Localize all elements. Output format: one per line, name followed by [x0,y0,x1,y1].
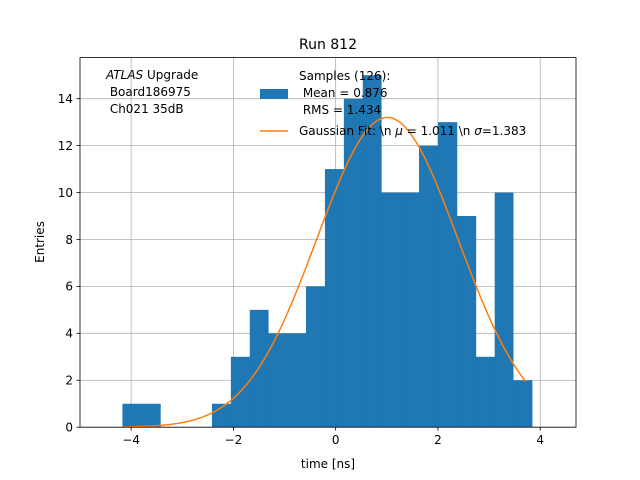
legend-samples-swatch [260,89,288,99]
histogram-bar [343,98,364,428]
histogram-bar [494,192,514,428]
x-tick-label: −4 [122,433,140,447]
legend-fit-sigma-symbol: σ [474,124,482,138]
x-axis-ticks: −4 −2 0 2 4 [122,427,544,447]
histogram-bar [456,216,477,428]
legend-samples-line-2: Mean = 0.876 [299,86,388,100]
histogram-bar [400,192,420,428]
y-tick-label: 0 [65,421,73,435]
legend-fit-mu-symbol: μ [394,124,403,138]
histogram-bar [268,333,307,428]
atlas-annotation-line-1: ATLAS Upgrade [105,68,198,82]
histogram-bar [324,169,345,428]
axes-frame [79,57,577,428]
histogram-bar [419,145,439,428]
histogram-bar [475,356,496,428]
x-tick-label: 0 [332,433,340,447]
y-tick-label: 12 [58,139,73,153]
atlas-annotation-line-2: Board186975 [106,85,191,99]
legend: Samples (126): Mean = 0.876 RMS = 1.434 … [260,69,526,138]
legend-fit-label: Gaussian Fit: \n μ = 1.011 \n σ=1.383 [299,124,526,138]
legend-fit-sigma-value: =1.383 [482,124,526,138]
y-axis-label: Entries [33,221,47,263]
x-tick-label: 2 [434,433,442,447]
atlas-annotation-line-3: Ch021 35dB [106,102,184,116]
y-tick-label: 6 [65,280,73,294]
x-tick-label: −2 [225,433,243,447]
y-tick-label: 10 [58,186,73,200]
legend-samples-line-3: RMS = 1.434 [299,103,381,117]
legend-fit-prefix: Gaussian Fit: \n [299,124,395,138]
histogram-bar [437,122,458,428]
chart-title: Run 812 [299,37,357,53]
y-axis-ticks: 0 2 4 6 8 10 12 14 [58,92,80,435]
y-tick-label: 2 [65,374,73,388]
histogram-bar [122,403,161,428]
y-tick-label: 14 [58,92,73,106]
y-tick-label: 8 [65,233,73,247]
histogram-bar [362,75,382,428]
histogram-bar [513,380,533,428]
y-tick-label: 4 [65,327,73,341]
gaussian-fit-curve [122,116,527,428]
x-axis-label: time [ns] [301,457,355,471]
upgrade-label: Upgrade [143,68,198,82]
legend-samples-line-1: Samples (126): [299,69,390,83]
x-tick-label: 4 [536,433,544,447]
histogram-bar [381,192,401,428]
histogram-bar [306,286,326,428]
legend-fit-mu-value: = 1.011 \n [403,124,474,138]
atlas-label: ATLAS [105,68,144,82]
